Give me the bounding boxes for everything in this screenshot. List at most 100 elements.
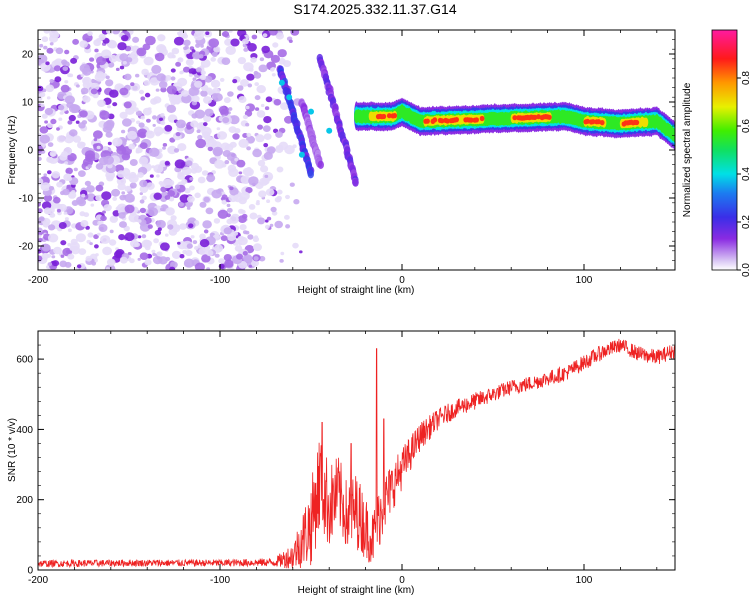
spectrogram-noise-blob: [238, 171, 243, 175]
spectrogram-noise-blob: [185, 160, 193, 167]
spectrogram-noise-blob: [49, 30, 59, 38]
spectrogram-noise-blob: [260, 103, 265, 108]
spectrogram-noise-blob: [191, 95, 200, 103]
spectrogram-noise-blob: [264, 174, 269, 178]
spectrogram-noise-blob: [129, 159, 138, 166]
spectrogram-track-highlight: [278, 79, 285, 86]
spectrogram-noise-blob: [45, 84, 55, 93]
spectrogram-noise-blob: [101, 49, 112, 59]
spectrogram-noise-blob: [62, 188, 70, 196]
spectrogram-noise-blob: [182, 242, 188, 248]
spectrogram-noise-blob: [81, 91, 85, 95]
spectrogram-noise-blob: [222, 150, 231, 157]
spectrogram-noise-blob: [247, 83, 253, 88]
spectrogram-noise-blob: [141, 68, 149, 76]
spectrogram-noise-blob: [246, 73, 255, 81]
spectrogram-noise-blob: [86, 193, 96, 202]
spectrogram-noise-blob: [222, 117, 230, 124]
spectrogram-noise-blob: [40, 103, 45, 108]
spectrogram-noise-blob: [202, 220, 212, 229]
spectrogram-noise-blob: [189, 46, 195, 51]
spectrogram-noise-blob: [67, 253, 75, 260]
spectrogram-noise-blob: [205, 207, 214, 215]
spectrogram-noise-blob: [160, 87, 167, 93]
spectrogram-noise-blob: [137, 235, 142, 239]
spectrogram-noise-blob: [143, 80, 151, 86]
spectrogram-noise-blob: [273, 98, 282, 106]
spectrogram-noise-blob: [184, 45, 189, 50]
spectrogram-noise-blob: [124, 232, 135, 242]
spectrogram-noise-blob: [289, 182, 295, 187]
spectrogram-noise-blob: [83, 212, 90, 218]
spectrogram-noise-blob: [95, 184, 104, 192]
spectrogram-noise-blob: [147, 107, 152, 111]
spectrogram-band-cell: [432, 117, 438, 123]
spectrogram-noise-blob: [87, 164, 92, 169]
spectrogram-noise-blob: [162, 178, 173, 189]
spectrogram-track-highlight: [308, 108, 314, 115]
spectrogram-band-cell: [547, 114, 552, 120]
spectrogram-noise-blob: [112, 196, 118, 201]
spectrogram-noise-blob: [151, 249, 156, 254]
spectrogram-noise-blob: [164, 124, 173, 132]
spectrogram-noise-blob: [38, 255, 43, 262]
spectrogram-noise-blob: [125, 106, 135, 115]
spectrogram-noise-blob: [183, 258, 195, 268]
spectrogram-noise-blob: [245, 105, 250, 110]
spectrogram-noise-blob: [189, 185, 195, 191]
spectrogram-noise-blob: [97, 232, 101, 236]
spectrogram-noise-blob: [102, 145, 109, 152]
spectrogram-noise-blob: [127, 252, 132, 256]
spectrogram-noise-blob: [121, 191, 126, 195]
spectrogram-noise-blob: [249, 212, 258, 220]
spectrogram-noise-blob: [139, 185, 149, 193]
spectrogram-noise-blob: [152, 123, 156, 127]
spectrogram-noise-blob: [49, 42, 54, 46]
spectrogram-track-cell: [317, 160, 324, 169]
spectrogram-noise-blob: [146, 118, 151, 123]
spectrogram-noise-blob: [97, 99, 106, 108]
spectrogram-band-cell: [512, 115, 518, 121]
spectrogram-noise-blob: [253, 256, 259, 261]
spectrogram-noise-blob: [154, 229, 162, 236]
spectrogram-noise-blob: [133, 107, 139, 112]
spectrogram-noise-blob: [99, 110, 110, 120]
spectrogram-noise-blob: [190, 235, 195, 239]
spectrogram-noise-blob: [238, 138, 249, 148]
spectrogram-noise-blob: [135, 110, 143, 117]
spectrogram-noise-blob: [67, 228, 72, 233]
snr-x-tick-label: -100: [210, 575, 230, 586]
spectrogram-noise-blob: [105, 170, 116, 180]
spectrogram-noise-blob: [183, 66, 190, 73]
spectrogram-noise-blob: [290, 30, 300, 36]
spectrogram-noise-blob: [139, 199, 145, 204]
spectrogram-y-tick-label: 10: [22, 98, 34, 109]
spectrogram-noise-blob: [79, 40, 88, 48]
spectrogram-noise-blob: [200, 90, 208, 97]
spectrogram-noise-blob: [107, 163, 113, 169]
spectrogram-noise-blob: [146, 182, 155, 190]
spectrogram-noise-blob: [169, 266, 176, 270]
spectrogram-noise-blob: [64, 49, 70, 55]
spectrogram-noise-blob: [87, 232, 94, 238]
spectrogram-noise-blob: [248, 176, 259, 186]
spectrogram-noise-blob: [244, 110, 253, 117]
spectrogram-noise-blob: [167, 224, 174, 230]
spectrogram-noise-blob: [278, 141, 289, 150]
spectrogram-noise-blob: [275, 32, 284, 40]
spectrogram-noise-blob: [106, 30, 114, 35]
spectrogram-noise-blob: [43, 207, 52, 215]
spectrogram-noise-blob: [56, 181, 63, 188]
spectrogram-noise-blob: [222, 30, 230, 38]
spectrogram-noise-blob: [177, 171, 184, 177]
spectrogram-noise-blob: [60, 84, 70, 93]
spectrogram-noise-blob: [38, 202, 41, 207]
spectrogram-noise-blob: [203, 196, 210, 203]
spectrogram-noise-blob: [66, 184, 71, 188]
spectrogram-noise-blob: [242, 251, 248, 256]
spectrogram-noise-blob: [226, 207, 233, 213]
spectrogram-noise-blob: [143, 56, 154, 66]
spectrogram-noise-blob: [162, 146, 166, 150]
colorbar-tick-label: 0.4: [741, 167, 750, 181]
spectrogram-noise-blob: [243, 47, 249, 52]
